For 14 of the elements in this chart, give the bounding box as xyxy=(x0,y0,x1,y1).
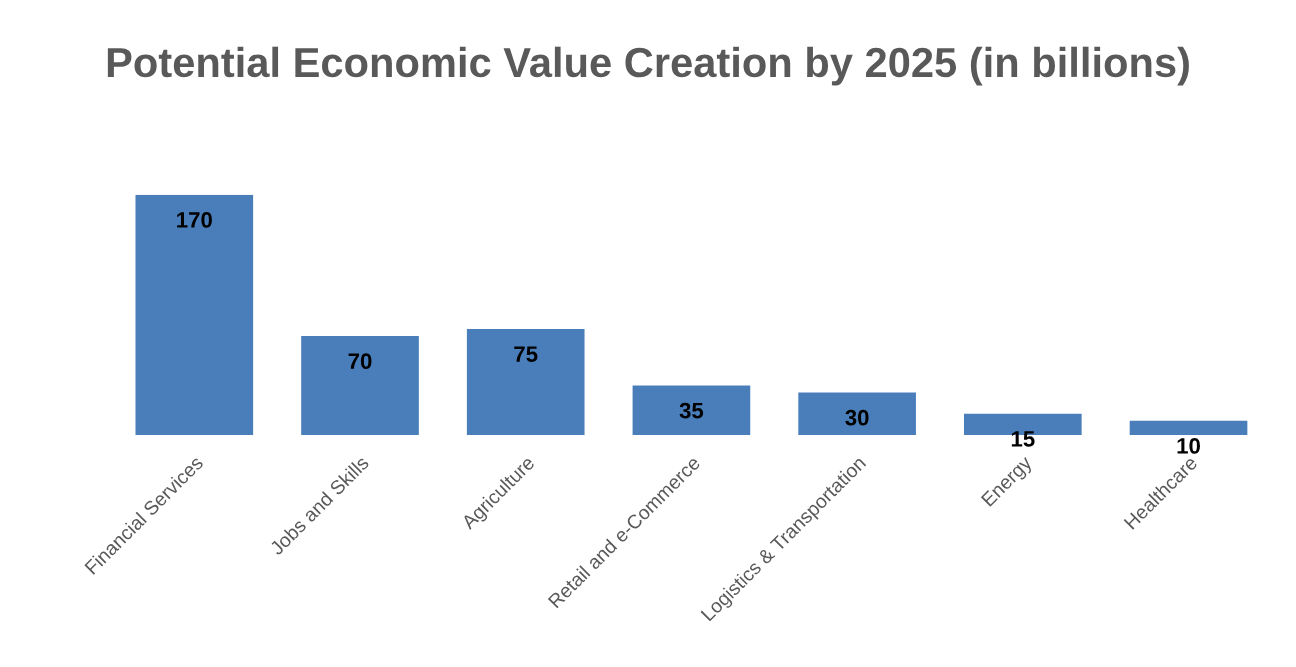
bar xyxy=(632,385,751,435)
data-label: 70 xyxy=(348,353,372,369)
bar xyxy=(798,392,916,435)
data-label: 170 xyxy=(177,212,212,228)
bar xyxy=(1129,420,1248,435)
data-label: 30 xyxy=(845,409,869,426)
chart-title: Potential Economic Value Creation by 2025 (in billions) xyxy=(107,46,1189,86)
bar xyxy=(466,328,585,435)
data-label: 35 xyxy=(679,402,704,419)
bar xyxy=(301,336,419,435)
data-label: 15 xyxy=(1011,431,1035,447)
data-label: 10 xyxy=(1177,438,1200,454)
data-label: 75 xyxy=(514,346,538,362)
bar xyxy=(135,194,254,435)
